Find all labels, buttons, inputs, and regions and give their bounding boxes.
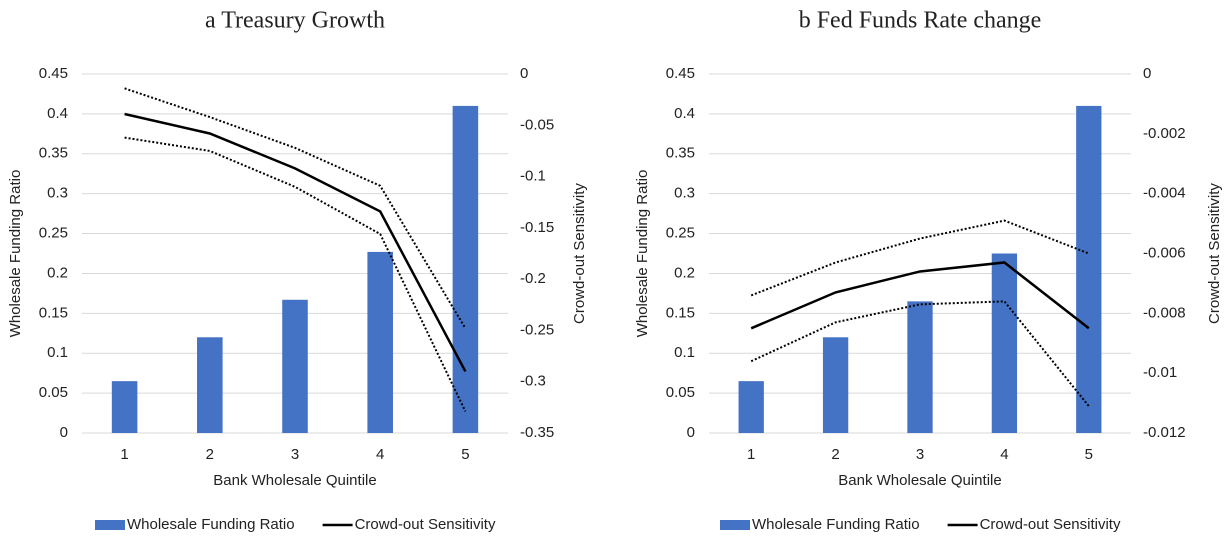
y-axis-title: Wholesale Funding Ratio bbox=[7, 170, 24, 338]
y-tick-label: 0.35 bbox=[39, 145, 68, 162]
x-tick-label: 4 bbox=[1000, 446, 1008, 463]
chart-title: a Treasury Growth bbox=[205, 8, 385, 34]
legend-swatch bbox=[720, 520, 750, 530]
y-tick-label: 0.45 bbox=[39, 65, 68, 82]
x-tick-label: 2 bbox=[206, 446, 214, 463]
y2-tick-label: -0.15 bbox=[520, 219, 554, 236]
y2-tick-label: -0.012 bbox=[1143, 424, 1186, 441]
x-axis-title: Bank Wholesale Quintile bbox=[838, 472, 1001, 489]
y2-axis-title: Crowd-out Sensitivity bbox=[1206, 183, 1223, 324]
confidence-line bbox=[124, 87, 467, 329]
y2-tick-label: -0.01 bbox=[1143, 364, 1177, 381]
y2-tick-label: -0.05 bbox=[520, 116, 554, 133]
y-tick-label: 0.45 bbox=[666, 65, 695, 82]
y2-axis-title: Crowd-out Sensitivity bbox=[571, 183, 588, 324]
bar bbox=[1076, 105, 1102, 434]
line bbox=[124, 112, 467, 373]
y2-tick-label: 0 bbox=[520, 65, 528, 82]
y-tick-label: 0.2 bbox=[47, 264, 68, 281]
x-tick-label: 3 bbox=[916, 446, 924, 463]
y-tick-label: 0 bbox=[687, 424, 695, 441]
y2-tick-label: -0.004 bbox=[1143, 185, 1186, 202]
bar bbox=[197, 337, 223, 433]
bar bbox=[111, 381, 138, 433]
bar bbox=[367, 251, 393, 433]
y2-tick-label: -0.3 bbox=[520, 373, 546, 390]
y-tick-label: 0 bbox=[60, 424, 68, 441]
bar bbox=[282, 299, 308, 433]
y2-tick-label: -0.008 bbox=[1143, 304, 1186, 321]
y2-tick-label: 0 bbox=[1143, 65, 1151, 82]
confidence-line bbox=[124, 136, 467, 412]
y-tick-label: 0.25 bbox=[666, 225, 695, 242]
y2-tick-label: -0.2 bbox=[520, 270, 546, 287]
y-tick-label: 0.15 bbox=[39, 304, 68, 321]
y-axis-title: Wholesale Funding Ratio bbox=[634, 170, 651, 338]
y-tick-label: 0.05 bbox=[666, 384, 695, 401]
y-tick-label: 0.1 bbox=[674, 344, 695, 361]
legend-label: Crowd-out Sensitivity bbox=[355, 516, 496, 533]
legend-swatch bbox=[95, 520, 125, 530]
y-tick-label: 0.35 bbox=[666, 145, 695, 162]
chart-title: b Fed Funds Rate change bbox=[799, 8, 1042, 34]
confidence-line bbox=[750, 300, 1090, 407]
y-tick-label: 0.25 bbox=[39, 225, 68, 242]
bar bbox=[907, 301, 933, 433]
y2-tick-label: -0.002 bbox=[1143, 125, 1186, 142]
y-tick-label: 0.1 bbox=[47, 344, 68, 361]
y-tick-label: 0.05 bbox=[39, 384, 68, 401]
y-tick-label: 0.3 bbox=[47, 185, 68, 202]
legend-label: Crowd-out Sensitivity bbox=[980, 516, 1121, 533]
line bbox=[750, 261, 1090, 330]
x-tick-label: 1 bbox=[120, 446, 128, 463]
bar bbox=[738, 381, 764, 433]
y2-tick-label: -0.1 bbox=[520, 168, 546, 185]
y2-tick-label: -0.35 bbox=[520, 424, 554, 441]
x-tick-label: 3 bbox=[291, 446, 299, 463]
x-tick-label: 5 bbox=[1085, 446, 1093, 463]
y-tick-label: 0.2 bbox=[674, 264, 695, 281]
y2-tick-label: -0.006 bbox=[1143, 244, 1186, 261]
x-tick-label: 1 bbox=[747, 446, 755, 463]
bar bbox=[991, 253, 1018, 433]
x-tick-label: 5 bbox=[461, 446, 469, 463]
y-tick-label: 0.3 bbox=[674, 185, 695, 202]
legend-label: Wholesale Funding Ratio bbox=[752, 516, 920, 533]
y-tick-label: 0.4 bbox=[674, 105, 695, 122]
x-tick-label: 4 bbox=[376, 446, 384, 463]
bar bbox=[452, 105, 479, 434]
x-axis-title: Bank Wholesale Quintile bbox=[213, 472, 376, 489]
confidence-line bbox=[750, 219, 1090, 297]
y-tick-label: 0.15 bbox=[666, 304, 695, 321]
bar bbox=[822, 337, 849, 433]
legend-label: Wholesale Funding Ratio bbox=[127, 516, 295, 533]
y-tick-label: 0.4 bbox=[47, 105, 68, 122]
y2-tick-label: -0.25 bbox=[520, 321, 554, 338]
x-tick-label: 2 bbox=[831, 446, 839, 463]
